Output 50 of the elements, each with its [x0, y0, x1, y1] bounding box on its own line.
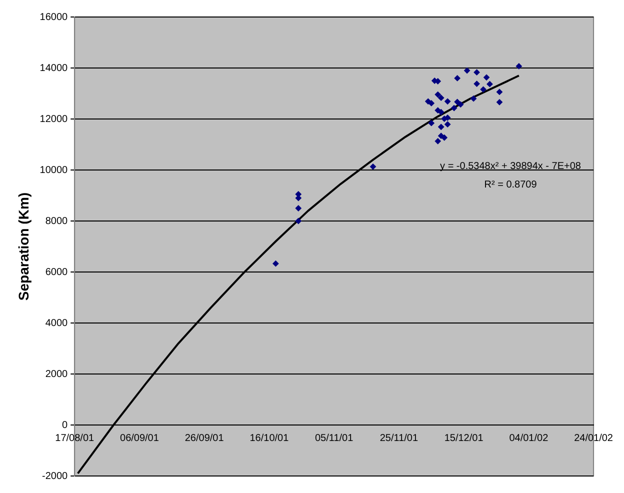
x-tick-label: 15/12/01 — [444, 432, 484, 444]
point — [295, 205, 302, 212]
point — [474, 80, 480, 87]
point — [434, 107, 441, 114]
point — [484, 74, 490, 80]
point — [438, 109, 444, 116]
point — [428, 120, 434, 126]
y-axis-title: Separation (Km) — [15, 192, 32, 301]
point — [438, 124, 444, 130]
y-tick-label: -2000 — [42, 470, 68, 482]
y-tick-label: 12000 — [40, 114, 68, 125]
point — [272, 260, 279, 267]
y-tick-label: 4000 — [45, 318, 68, 329]
annotation: R² = 0.8709 — [484, 179, 538, 190]
point — [454, 98, 460, 105]
x-tick-label: 17/08/01 — [55, 432, 95, 444]
x-tick-label: 26/09/01 — [184, 432, 224, 444]
point — [454, 75, 460, 82]
y-tick-label: 10000 — [40, 164, 68, 176]
y-tick-label: 16000 — [40, 12, 68, 23]
point — [496, 99, 502, 106]
x-tick-label: 24/01/02 — [574, 432, 614, 444]
point — [470, 96, 477, 102]
point — [370, 164, 376, 170]
y-tick-label: 8000 — [45, 216, 68, 227]
point — [444, 121, 451, 128]
x-tick-label: 06/09/01 — [120, 432, 160, 444]
point — [480, 86, 486, 92]
point — [486, 81, 493, 88]
y-tick-label: 6000 — [45, 266, 68, 278]
point — [464, 68, 470, 74]
point — [496, 88, 502, 95]
point — [516, 63, 522, 70]
point — [458, 101, 464, 108]
y-tick-label: 0 — [62, 420, 68, 431]
point — [434, 92, 441, 98]
point — [295, 218, 302, 224]
x-tick-label: 25/11/01 — [380, 432, 418, 444]
x-tick-label: 16/10/01 — [250, 432, 290, 444]
point — [434, 138, 441, 144]
point — [441, 134, 448, 141]
point — [451, 105, 458, 112]
point — [474, 69, 480, 76]
y-tick-label: 2000 — [45, 368, 68, 380]
x-tick-label: 04/01/02 — [509, 432, 549, 444]
x-tick-label: 05/11/01 — [314, 432, 354, 444]
point — [438, 94, 444, 101]
point — [428, 100, 434, 106]
point — [444, 98, 451, 104]
y-tick-label: 14000 — [40, 62, 68, 74]
